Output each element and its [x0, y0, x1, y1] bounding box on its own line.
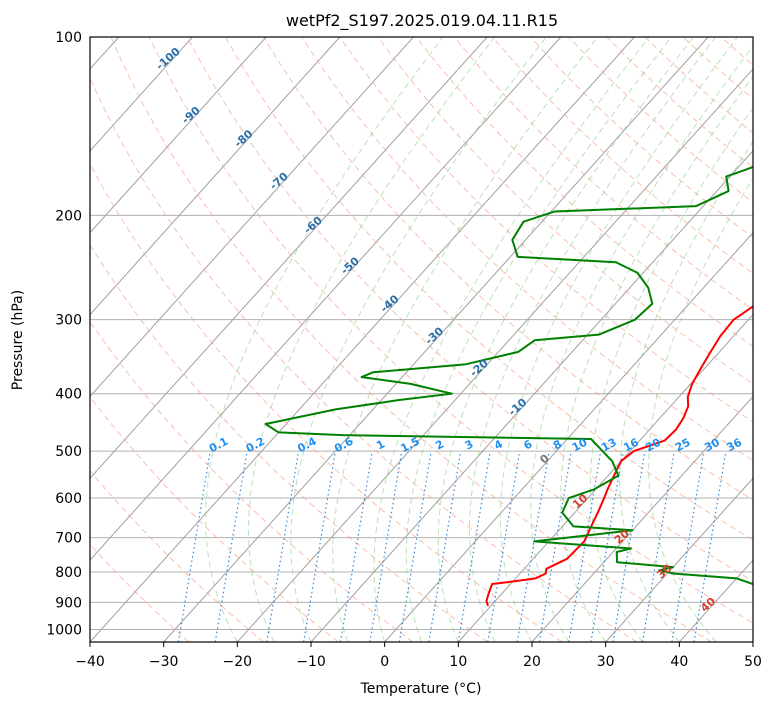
mixing-ratio-line [568, 451, 602, 642]
mixing-ratio-line [214, 451, 248, 642]
dry-adiabat [90, 320, 414, 642]
mixing-ratio-line [487, 451, 521, 642]
x-tick-label: 0 [380, 654, 389, 670]
skew-isotherm [90, 37, 488, 480]
mixing-ratio-line [671, 451, 705, 642]
skew-isotherm [90, 37, 341, 316]
adiabat-layer [90, 37, 753, 642]
plot-area: 0.1 0.2 0.4 0.6 1 1.5 2 3 4 6 8 10 13 16 20 25 30 36-100-… [90, 37, 753, 642]
y-tick-label: 900 [55, 595, 82, 611]
mixing-ratio-line [641, 451, 675, 642]
mixing-ratio-line [398, 451, 432, 642]
dry-adiabat [90, 396, 339, 642]
mixing-ratio-line [457, 451, 491, 642]
mixing-ratio-line [303, 451, 337, 642]
dry-adiabat [148, 37, 753, 624]
skew-isotherm [605, 477, 753, 642]
y-tick-label: 700 [55, 531, 82, 547]
mixing-ratio-layer [177, 451, 727, 642]
x-tick-label: −40 [75, 654, 105, 670]
dry-adiabat [110, 37, 713, 642]
mixing-ratio-label: 13 [599, 436, 619, 455]
mixing-ratio-line [339, 451, 373, 642]
dry-adiabat [90, 162, 563, 642]
moist-adiabat [530, 45, 753, 642]
moist-adiabat [437, 37, 694, 642]
mixing-ratio-line [369, 451, 403, 642]
mixing-ratio-line [177, 451, 211, 642]
skew-isotherm [90, 37, 267, 234]
moist-adiabat [589, 106, 753, 642]
y-tick-label: 400 [55, 387, 82, 403]
plot-frame [89, 36, 754, 643]
x-tick-label: −20 [223, 654, 253, 670]
mixing-ratio-label: 16 [621, 436, 641, 455]
skew-isotherm [90, 37, 414, 398]
x-tick-label: 30 [597, 654, 615, 670]
skew-isotherm [531, 395, 753, 642]
moist-adiabat [405, 37, 672, 642]
y-tick-label: 600 [55, 491, 82, 507]
x-tick-label: 10 [449, 654, 467, 670]
mixing-ratio-line [590, 451, 624, 642]
mixing-ratio-label: 30 [702, 436, 722, 455]
x-tick-label: 50 [744, 654, 762, 670]
moist-adiabat [373, 37, 650, 642]
skew-isotherm [90, 37, 635, 642]
mixing-ratio-line [516, 451, 550, 642]
y-tick-label: 300 [55, 313, 82, 329]
chart-title: wetPf2_S197.2025.019.04.11.R15 [286, 11, 558, 31]
grid-layer [90, 37, 753, 642]
mixing-ratio-line [693, 451, 727, 642]
mixing-ratio-line [428, 451, 462, 642]
x-axis-label: Temperature (°C) [360, 681, 482, 697]
skew-isotherm [163, 37, 709, 642]
moist-adiabat [560, 75, 753, 642]
skew-isotherm [90, 37, 562, 561]
series-layer [264, 166, 753, 607]
skew-isotherm [310, 150, 753, 642]
mixing-ratio-label: 25 [673, 436, 693, 455]
mixing-ratio-label: 36 [724, 436, 744, 455]
dry-adiabat [90, 470, 264, 642]
skew-isotherm [384, 231, 753, 642]
x-tick-label: −30 [149, 654, 179, 670]
dry-adiabat [415, 37, 753, 348]
y-tick-label: 1000 [46, 622, 82, 638]
moist-adiabat [332, 37, 599, 642]
x-tick-label: 20 [523, 654, 541, 670]
moist-adiabat [290, 37, 547, 642]
y-tick-label: 800 [55, 565, 82, 581]
moist-adiabat [248, 37, 495, 642]
x-tick-label: 40 [670, 654, 688, 670]
dry-adiabat [90, 543, 190, 642]
mixing-ratio-label: 20 [643, 436, 663, 455]
mixing-ratio-line [266, 451, 300, 642]
mixing-ratio-line [538, 451, 572, 642]
dry-adiabat [453, 37, 753, 311]
skew-isotherm [236, 68, 753, 642]
dewpoint-profile [264, 166, 753, 586]
temperature-profile [485, 305, 753, 607]
y-axis-label: Pressure (hPa) [10, 290, 26, 390]
skew-isotherm [90, 37, 193, 152]
mixing-ratio-line [612, 451, 646, 642]
dry-adiabat [377, 37, 753, 385]
moist-adiabat [619, 140, 753, 642]
y-tick-label: 200 [55, 208, 82, 224]
moist-adiabat [205, 37, 444, 642]
skew-isotherm [457, 313, 753, 642]
x-tick-label: −10 [296, 654, 326, 670]
y-tick-label: 100 [55, 30, 82, 46]
moist-adiabat [469, 37, 716, 642]
moist-adiabat [648, 176, 753, 642]
mixing-ratio-label: 10 [570, 436, 590, 455]
y-tick-label: 500 [55, 444, 82, 460]
moist-adiabat [499, 37, 739, 642]
dry-adiabat [90, 243, 488, 642]
